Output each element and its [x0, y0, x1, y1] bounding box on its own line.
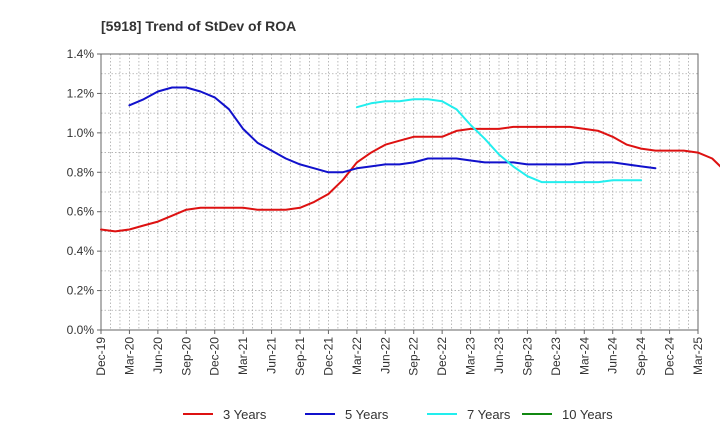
y-tick-label: 0.0%	[67, 323, 95, 337]
x-tick-label: Sep-20	[179, 337, 193, 376]
legend-label: 10 Years	[562, 407, 613, 422]
legend-label: 3 Years	[223, 407, 267, 422]
x-tick-label: Sep-24	[634, 337, 648, 376]
x-tick-label: Jun-20	[151, 337, 165, 374]
x-tick-label: Dec-21	[321, 337, 335, 376]
x-tick-label: Mar-22	[350, 337, 364, 375]
x-tick-label: Jun-24	[606, 337, 620, 374]
legend: 3 Years 5 Years 7 Years 10 Years	[183, 407, 613, 422]
x-tick-label: Jun-22	[378, 337, 392, 374]
y-tick-label: 0.2%	[67, 284, 95, 298]
y-axis: 0.0% 0.2% 0.4% 0.6% 0.8% 1.0% 1.2% 1.4%	[67, 47, 101, 337]
x-tick-label: Sep-21	[293, 337, 307, 376]
y-tick-label: 0.4%	[67, 244, 95, 258]
x-tick-label: Sep-22	[407, 337, 421, 376]
x-tick-label: Dec-24	[663, 337, 677, 376]
x-tick-label: Dec-22	[435, 337, 449, 376]
x-tick-label: Mar-20	[122, 337, 136, 375]
y-tick-label: 1.0%	[67, 126, 95, 140]
x-tick-label: Mar-25	[691, 337, 705, 375]
x-tick-label: Sep-23	[520, 337, 534, 376]
y-tick-label: 0.6%	[67, 205, 95, 219]
legend-label: 7 Years	[467, 407, 511, 422]
y-tick-label: 1.2%	[67, 86, 95, 100]
chart-title: [5918] Trend of StDev of ROA	[101, 18, 296, 34]
x-tick-label: Mar-23	[464, 337, 478, 375]
y-tick-label: 1.4%	[67, 47, 95, 61]
series-line-7-years	[355, 98, 643, 184]
x-tick-label: Mar-24	[577, 337, 591, 375]
grid-lines	[101, 54, 698, 330]
series-lines	[100, 86, 720, 233]
series-line-3-years	[100, 125, 720, 233]
plot-frame	[100, 53, 699, 331]
x-tick-label: Jun-21	[265, 337, 279, 374]
y-tick-label: 0.8%	[67, 165, 95, 179]
x-axis: Dec-19 Mar-20 Jun-20 Sep-20 Dec-20 Mar-21 Jun-…	[94, 330, 705, 376]
x-tick-label: Dec-20	[208, 337, 222, 376]
series-line-5-years	[128, 86, 657, 174]
legend-label: 5 Years	[345, 407, 389, 422]
x-tick-label: Dec-19	[94, 337, 108, 376]
x-tick-label: Dec-23	[549, 337, 563, 376]
x-tick-label: Jun-23	[492, 337, 506, 374]
x-tick-label: Mar-21	[236, 337, 250, 375]
